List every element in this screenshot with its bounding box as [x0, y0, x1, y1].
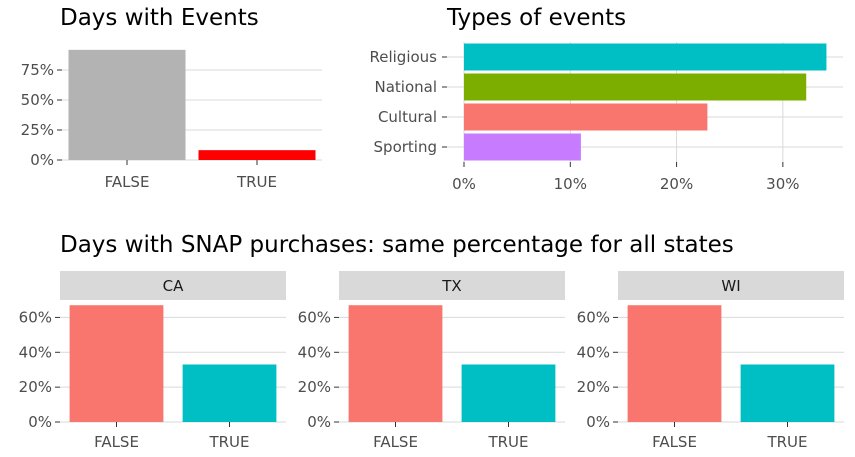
facet-strip [339, 271, 565, 300]
x-tick-label: TRUE [208, 433, 249, 451]
snap-purchases-chart: Days with SNAP purchases: same percentag… [19, 232, 844, 451]
bar-true [461, 364, 556, 422]
x-tick-label: TRUE [487, 433, 528, 451]
y-tick-label: Religious [370, 48, 438, 66]
x-tick-label: 30% [766, 175, 799, 193]
y-tick-label: 40% [577, 343, 610, 361]
x-tick-label: FALSE [652, 433, 697, 451]
x-tick-label: 0% [452, 175, 476, 193]
x-tick-label: 10% [554, 175, 587, 193]
bar-false [69, 305, 164, 422]
y-tick-label: 75% [21, 61, 54, 79]
facet-tx: TX 0% 20% 40% 60% FALSE TRUE [298, 271, 565, 451]
facet-ca: CA 0% 20% 40% 60% FALSE TRUE [19, 271, 286, 451]
y-tick-label: 25% [21, 121, 54, 139]
y-tick-label: 0% [28, 413, 52, 431]
x-tick-label: FALSE [373, 433, 418, 451]
bar-cultural [464, 103, 708, 131]
bar-religious [464, 43, 827, 71]
y-tick-label: 0% [30, 151, 54, 169]
y-tick-label: 20% [298, 378, 331, 396]
y-tick-label: 60% [298, 308, 331, 326]
y-tick-label: 20% [577, 378, 610, 396]
y-tick-label: 60% [19, 308, 52, 326]
facet-wi: WI 0% 20% 40% 60% FALSE TRUE [577, 271, 844, 451]
y-tick-label: 40% [19, 343, 52, 361]
y-tick-label: 50% [21, 91, 54, 109]
bar-national [464, 73, 807, 101]
days-with-events-chart: Days with Events 0% 25% 50% 75% FALSE TRUE [21, 5, 322, 191]
facet-label: WI [721, 277, 740, 295]
bar-false [627, 305, 722, 422]
x-tick-label: 20% [660, 175, 693, 193]
bar-true [198, 150, 316, 160]
x-tick-label: FALSE [105, 173, 150, 191]
bar-sporting [464, 133, 581, 161]
chart-title: Types of events [446, 5, 626, 31]
facet-label: TX [441, 277, 461, 295]
x-tick-label: FALSE [94, 433, 139, 451]
facet-strip [60, 271, 286, 300]
y-tick-label: Cultural [378, 108, 437, 126]
bar-true [740, 364, 835, 422]
x-tick-label: TRUE [236, 173, 277, 191]
y-tick-label: 40% [298, 343, 331, 361]
bar-false [68, 49, 186, 161]
types-of-events-chart: Types of events 0% 10% 20% 30% Religious Natio… [370, 5, 843, 193]
chart-title: Days with Events [60, 5, 259, 31]
y-tick-label: 60% [577, 308, 610, 326]
bar-false [348, 305, 443, 422]
y-tick-label: 0% [586, 413, 610, 431]
y-tick-label: 0% [307, 413, 331, 431]
x-tick-label: TRUE [766, 433, 807, 451]
y-tick-label: National [374, 78, 437, 96]
chart-title: Days with SNAP purchases: same percentag… [60, 232, 734, 258]
facet-label: CA [163, 277, 184, 295]
y-tick-label: 20% [19, 378, 52, 396]
facet-strip [618, 271, 844, 300]
y-tick-label: Sporting [374, 138, 437, 156]
bar-true [182, 364, 277, 422]
